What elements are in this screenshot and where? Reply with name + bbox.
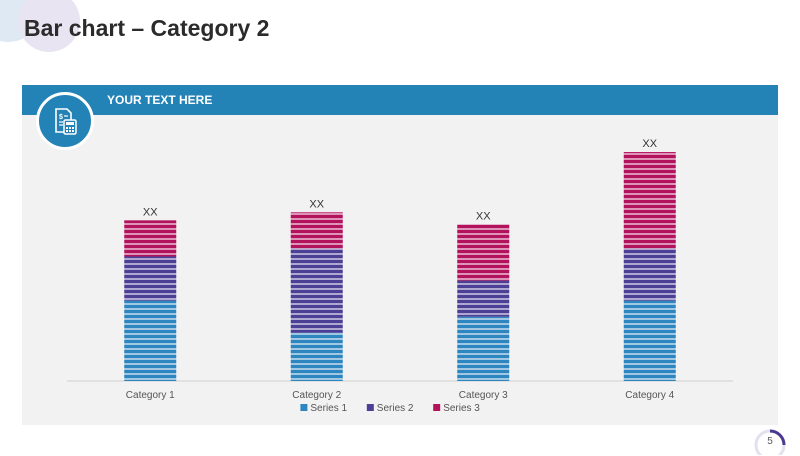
decorative-circle xyxy=(18,0,80,52)
bar-segment xyxy=(457,316,510,381)
page-number: 5 xyxy=(767,436,773,447)
legend-label: Series 2 xyxy=(377,403,414,414)
bar-segment xyxy=(124,300,177,381)
x-tick-label: Category 3 xyxy=(459,390,508,401)
bar-segment xyxy=(623,300,676,381)
x-tick-label: Category 2 xyxy=(292,390,341,401)
slide-title: Bar chart – Category 2 xyxy=(24,15,270,41)
data-label: XX xyxy=(309,198,324,210)
bar-segment xyxy=(290,248,343,333)
bar-segment xyxy=(290,332,343,381)
data-label: XX xyxy=(642,138,657,150)
banner: YOUR TEXT HERE xyxy=(22,85,778,115)
legend-swatch xyxy=(300,404,308,411)
svg-text:$: $ xyxy=(59,114,63,121)
legend-swatch xyxy=(433,404,441,411)
x-tick-label: Category 1 xyxy=(126,390,175,401)
legend-label: Series 3 xyxy=(443,403,480,414)
bar-segment xyxy=(623,248,676,301)
x-tick-label: Category 4 xyxy=(625,390,674,401)
legend-swatch xyxy=(366,404,374,411)
badge: $ xyxy=(36,92,94,150)
page-number-ring xyxy=(754,429,786,455)
legend-label: Series 1 xyxy=(310,403,347,414)
invoice-calculator-icon: $ xyxy=(55,108,77,135)
bar-segment xyxy=(124,256,177,301)
data-label: XX xyxy=(143,206,158,218)
bar-segment xyxy=(290,212,343,249)
bar-segment xyxy=(457,224,510,281)
data-label: XX xyxy=(476,210,491,222)
bar-segment xyxy=(457,280,510,317)
bar-segment xyxy=(623,152,676,249)
bar-segment xyxy=(124,220,177,257)
banner-text: YOUR TEXT HERE xyxy=(107,93,213,107)
